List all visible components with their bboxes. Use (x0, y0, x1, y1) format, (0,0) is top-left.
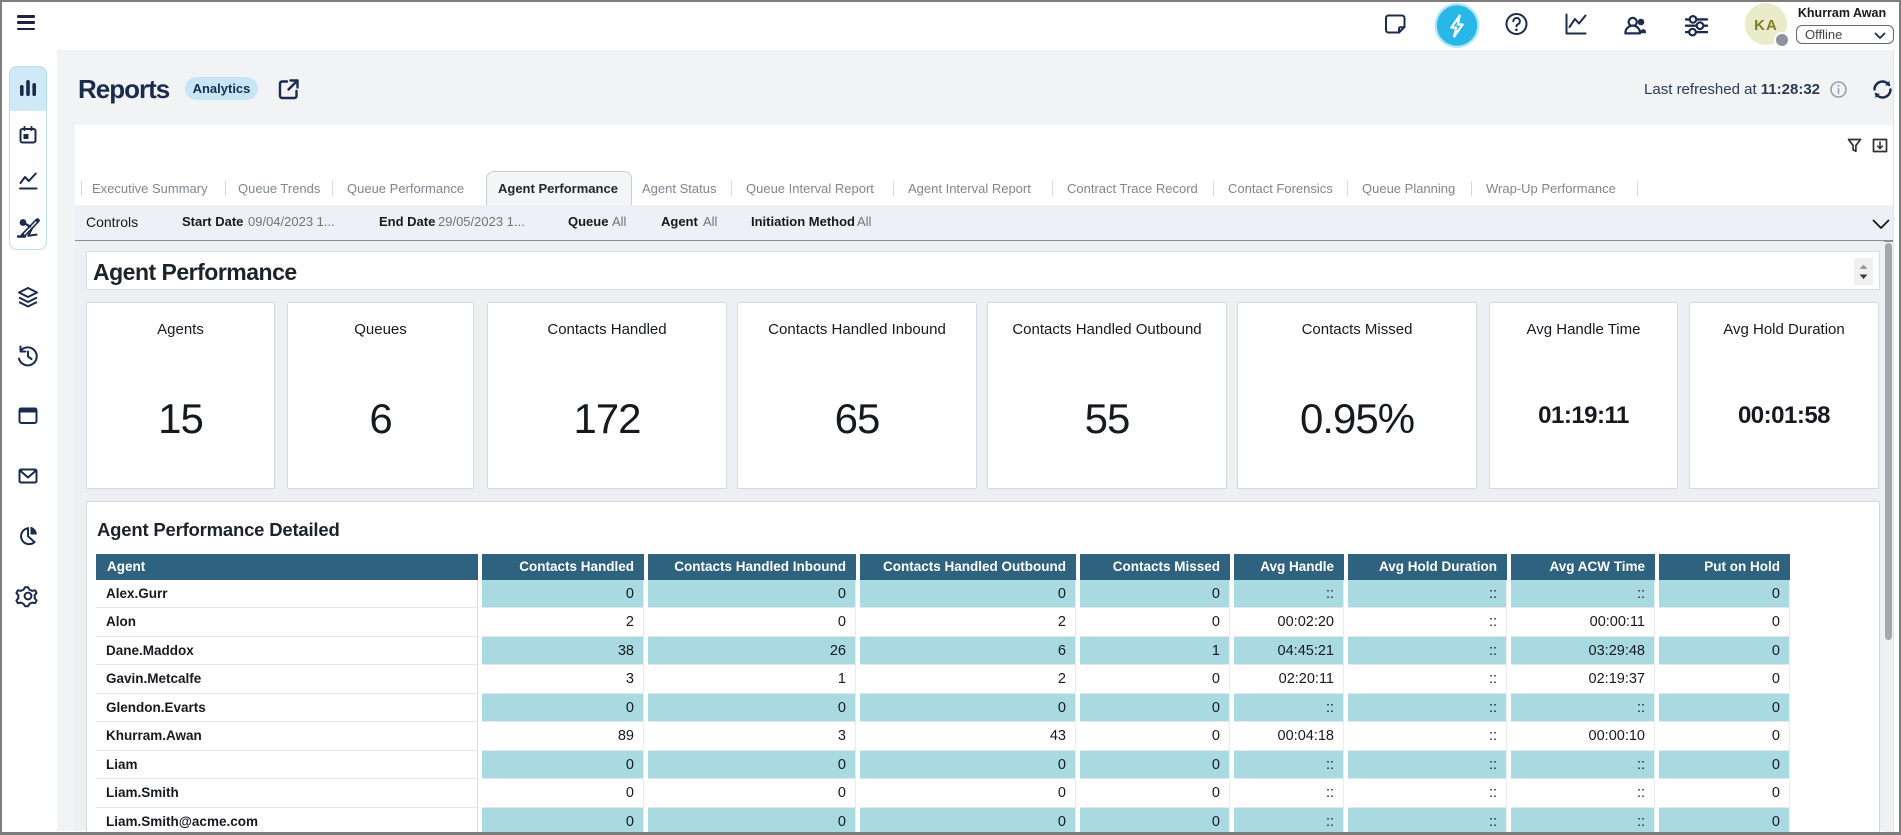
svg-text:KA: KA (1754, 17, 1778, 34)
